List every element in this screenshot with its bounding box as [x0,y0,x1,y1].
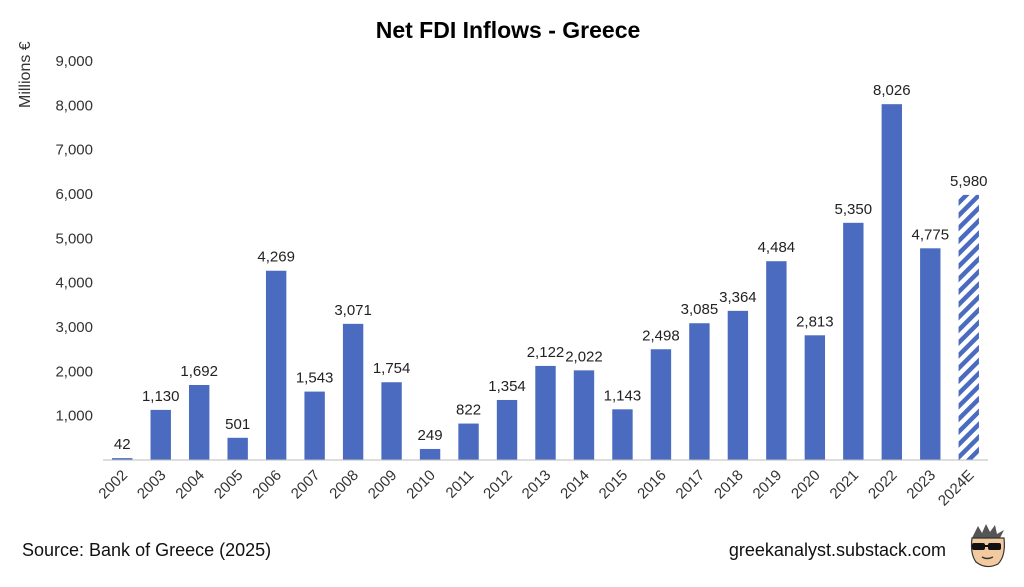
x-tick-label: 2014 [557,467,593,503]
y-tick-label: 7,000 [55,142,93,159]
x-tick-label: 2016 [634,467,670,503]
x-tick-label: 2023 [903,467,939,503]
bars [112,104,979,461]
x-tick-label: 2021 [827,467,863,503]
bar-2008 [342,323,364,460]
data-label-2021: 5,350 [835,201,873,218]
y-tick-label: 5,000 [55,230,93,247]
x-tick-label: 2003 [134,467,170,503]
bar-2014 [573,370,595,460]
data-label-2018: 3,364 [719,289,757,306]
y-tick-label: 3,000 [55,319,93,336]
data-label-2012: 1,354 [488,378,526,395]
x-tick-label: 2007 [288,467,324,503]
data-label-2006: 4,269 [257,249,295,266]
data-label-2004: 1,692 [180,363,218,380]
y-tick-label: 1,000 [55,408,93,425]
data-label-2002: 42 [114,436,131,453]
x-tick-label: 2024E [935,467,978,510]
x-tick-label: 2013 [519,467,555,503]
data-label-2017: 3,085 [681,301,719,318]
y-tick-label: 2,000 [55,363,93,380]
bar-2016 [650,349,672,460]
data-label-2014: 2,022 [565,348,603,365]
data-label-2007: 1,543 [296,370,334,387]
data-label-2020: 2,813 [796,313,834,330]
bar-2013 [535,365,556,460]
bar-2004 [188,384,210,460]
bar-2021 [843,222,864,460]
x-tick-label: 2002 [95,467,131,503]
x-tick-label: 2005 [211,467,247,503]
x-tick-label: 2006 [249,467,285,503]
x-tick-label: 2010 [403,467,439,503]
bar-2017 [689,323,710,460]
data-label-2011: 822 [456,402,481,419]
x-tick-label: 2022 [865,467,901,503]
bar-2019 [766,261,787,460]
source-note: Source: Bank of Greece (2025) [22,540,271,560]
chart-title: Net FDI Inflows - Greece [376,17,641,43]
bar-2015 [612,409,633,460]
x-tick-label: 2018 [711,467,747,503]
data-label-2013: 2,122 [527,344,565,361]
x-tick-label: 2019 [750,467,786,503]
x-axis-ticks: 2002 2003 2004 2005 2006 2007 2008 2009 2010 2011… [95,467,977,510]
y-tick-label: 6,000 [55,186,93,203]
bar-2006 [265,270,287,460]
bar-2024E [958,194,979,461]
data-label-2016: 2,498 [642,327,680,344]
y-tick-label: 9,000 [55,53,93,70]
x-tick-label: 2011 [443,467,478,502]
bar-2023 [920,248,941,460]
bar-2009 [381,382,402,460]
bar-2002 [112,458,133,460]
data-label-2009: 1,754 [373,360,411,377]
y-tick-label: 4,000 [55,275,93,292]
x-tick-label: 2015 [596,467,632,503]
x-tick-label: 2004 [172,467,208,503]
sunglasses-avatar-icon [970,524,1005,568]
data-label-2023: 4,775 [912,226,950,243]
data-label-2019: 4,484 [758,239,796,256]
bar-2003 [150,409,171,460]
x-tick-label: 2017 [673,467,709,503]
y-axis-label: Millions € [17,41,34,108]
data-label-2008: 3,071 [334,302,372,319]
data-label-2024E: 5,980 [950,173,988,190]
x-tick-label: 2009 [365,467,401,503]
data-label-2022: 8,026 [873,82,911,99]
bar-2011 [458,423,479,460]
data-label-2005: 501 [225,416,250,433]
data-label-2003: 1,130 [142,388,180,405]
x-tick-label: 2020 [788,467,824,503]
site-credit: greekanalyst.substack.com [729,540,946,560]
bar-2007 [304,391,325,460]
bar-2005 [227,437,248,460]
bar-2018 [727,310,749,460]
y-axis-ticks: 1,000 2,000 3,000 4,000 5,000 6,000 7,000 8,000… [55,53,93,425]
bar-2010 [419,448,441,460]
bar-2020 [804,335,826,460]
data-label-2010: 249 [418,427,443,444]
data-label-2015: 1,143 [604,387,642,404]
bar-2022 [881,104,903,460]
x-tick-label: 2012 [480,467,516,503]
y-tick-label: 8,000 [55,97,93,114]
bar-2012 [496,399,518,460]
x-tick-label: 2008 [326,467,362,503]
